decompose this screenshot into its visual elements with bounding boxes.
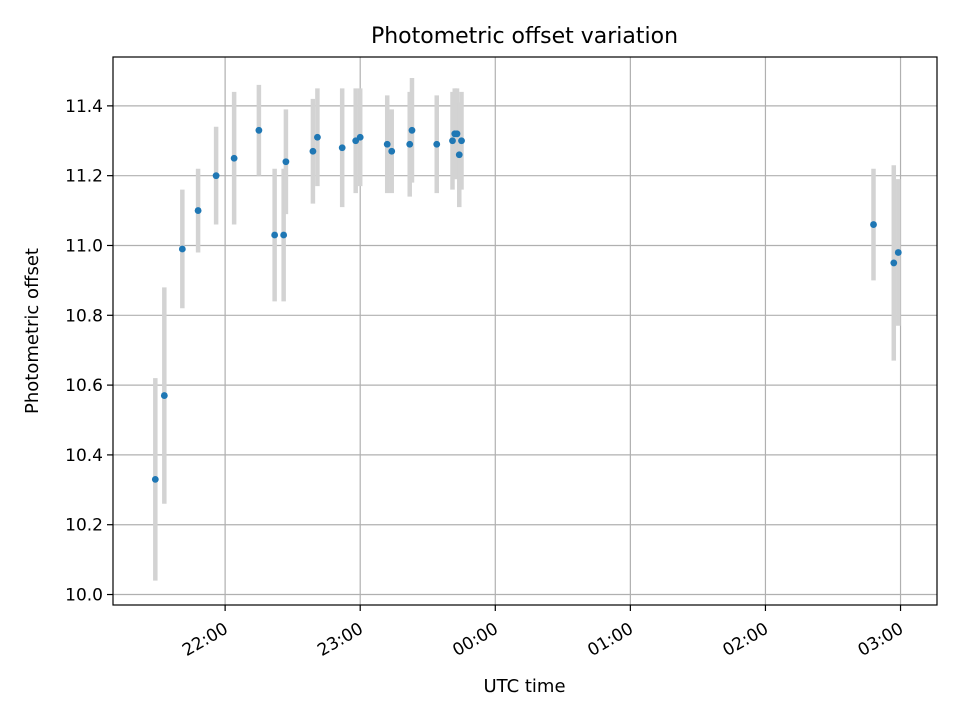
data-point	[894, 249, 902, 256]
data-point	[388, 147, 396, 155]
data-point	[309, 147, 317, 155]
x-axis-label: UTC time	[483, 676, 565, 697]
data-point	[160, 392, 168, 399]
x-tick-label: 00:00	[449, 619, 501, 661]
y-tick-label: 10.0	[65, 586, 103, 606]
chart-title: Photometric offset variation	[371, 24, 678, 49]
data-point	[314, 133, 321, 141]
data-point	[338, 144, 346, 152]
y-tick-label: 11.0	[65, 236, 103, 256]
y-axis-label: Photometric offset	[22, 248, 43, 414]
data-point	[890, 259, 898, 267]
data-point	[280, 231, 288, 239]
data-point	[458, 137, 465, 145]
data-point	[194, 207, 202, 214]
data-point	[356, 133, 364, 141]
data-point	[433, 140, 441, 148]
data-point	[282, 158, 290, 166]
x-tick-label: 23:00	[314, 619, 366, 661]
data-point	[255, 126, 263, 134]
data-point	[453, 130, 461, 138]
y-tick-label: 10.4	[65, 446, 103, 466]
x-tick-label: 22:00	[179, 619, 231, 661]
y-tick-label: 11.2	[65, 167, 103, 187]
data-point	[271, 231, 279, 239]
data-point	[178, 245, 186, 253]
x-tick-label: 03:00	[855, 619, 907, 661]
data-point	[383, 140, 391, 148]
y-tick-label: 11.4	[65, 97, 103, 117]
data-point	[230, 154, 238, 162]
y-tick-label: 10.8	[65, 306, 103, 326]
data-point	[870, 221, 877, 228]
data-point	[212, 172, 220, 180]
data-points	[151, 126, 902, 483]
data-point	[455, 151, 463, 159]
data-point	[406, 140, 414, 148]
grid	[113, 57, 937, 605]
x-tick-label: 01:00	[584, 619, 636, 661]
data-point	[449, 137, 456, 145]
data-point	[151, 475, 159, 483]
axis-ticks: 22:00 23:00 00:00 01:00 02:00 03:00 10.0 10.2 10…	[65, 97, 907, 661]
y-tick-label: 10.6	[65, 376, 103, 396]
y-tick-label: 10.2	[65, 516, 103, 536]
plot-frame	[112, 56, 938, 606]
error-bars	[153, 77, 901, 581]
x-tick-label: 02:00	[720, 619, 772, 661]
data-point	[408, 126, 416, 134]
